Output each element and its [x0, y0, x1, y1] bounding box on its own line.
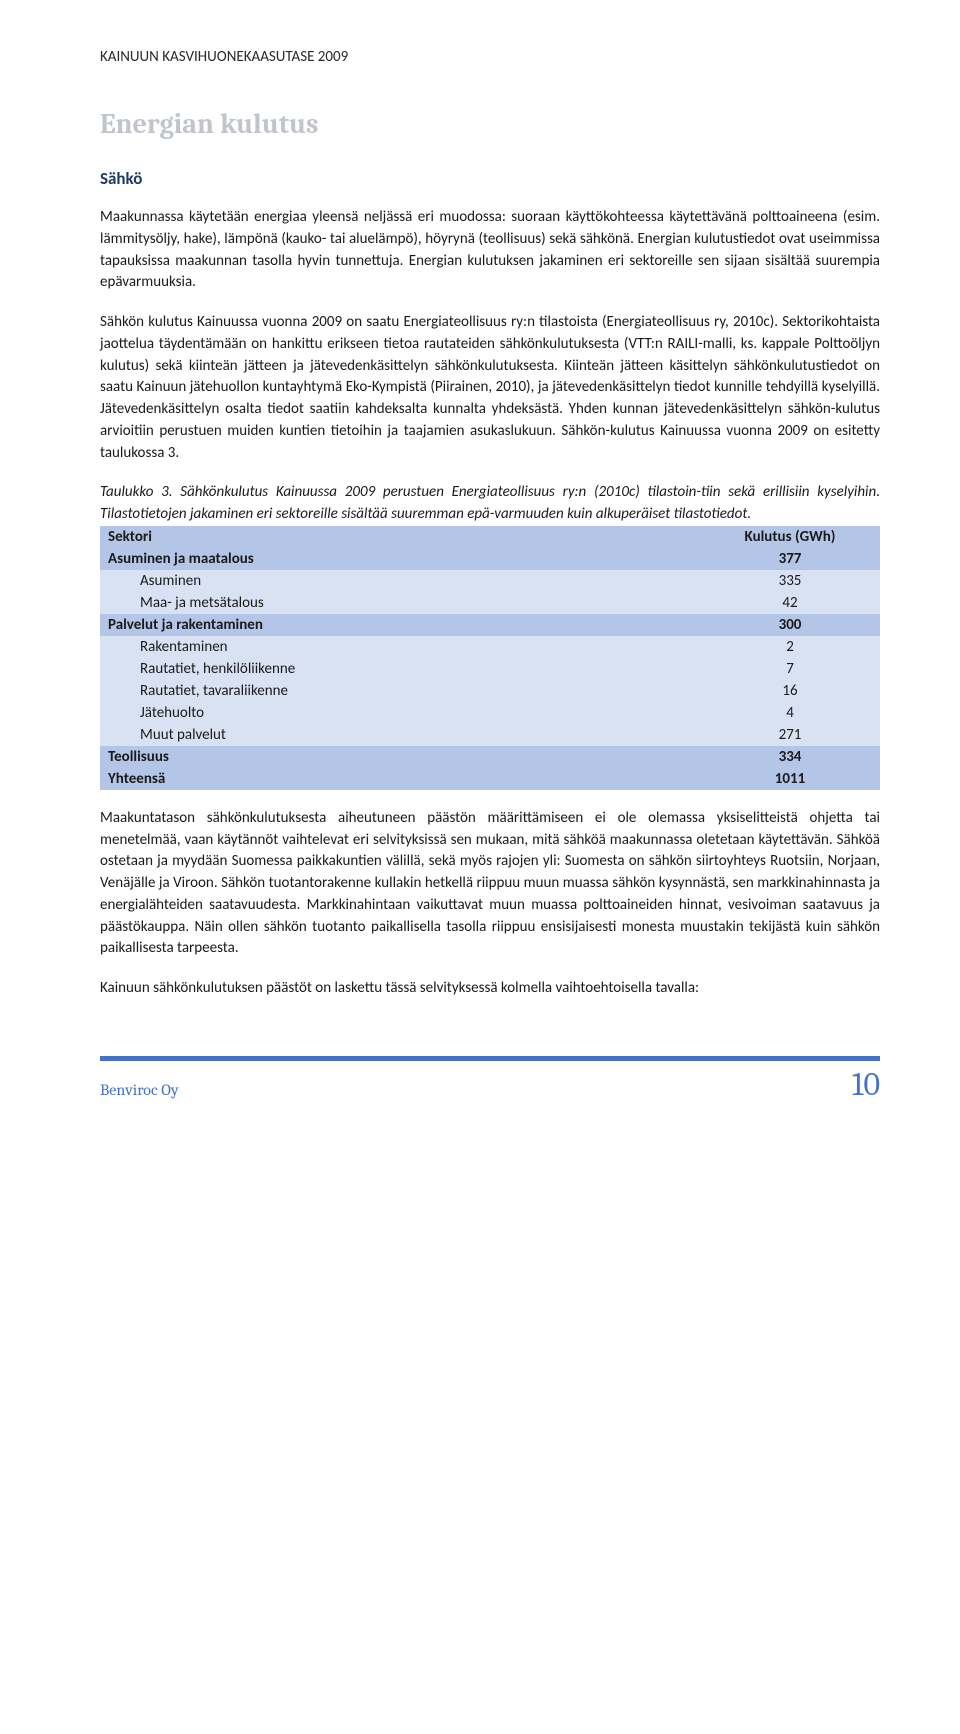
footer-divider [100, 1056, 880, 1061]
table-row: Asuminen 335 [100, 570, 880, 592]
table-row: Rautatiet, tavaraliikenne 16 [100, 680, 880, 702]
col-header-sector: Sektori [100, 526, 700, 548]
cell-label: Rakentaminen [100, 636, 700, 658]
cell-value: 42 [700, 592, 880, 614]
footer-page-number: 10 [852, 1066, 880, 1103]
table-row: Asuminen ja maatalous 377 [100, 548, 880, 570]
table-row: Palvelut ja rakentaminen 300 [100, 614, 880, 636]
cell-value: 300 [700, 614, 880, 636]
table-row: Muut palvelut 271 [100, 724, 880, 746]
paragraph-body-5: Kainuun sähkönkulutuksen päästöt on lask… [100, 978, 880, 1000]
page-header: KAINUUN KASVIHUONEKAASUTASE 2009 [100, 48, 880, 66]
cell-value: 7 [700, 658, 880, 680]
paragraph-intro-2: Sähkön kulutus Kainuussa vuonna 2009 on … [100, 312, 880, 464]
table-caption: Taulukko 3. Sähkönkulutus Kainuussa 2009… [100, 482, 880, 526]
table-row: Jätehuolto 4 [100, 702, 880, 724]
table-row: Teollisuus 334 [100, 746, 880, 768]
table-header-row: Sektori Kulutus (GWh) [100, 526, 880, 548]
cell-label: Maa- ja metsätalous [100, 592, 700, 614]
cell-value: 4 [700, 702, 880, 724]
cell-label: Rautatiet, henkilöliikenne [100, 658, 700, 680]
cell-value: 2 [700, 636, 880, 658]
cell-value: 271 [700, 724, 880, 746]
cell-label: Jätehuolto [100, 702, 700, 724]
cell-value: 334 [700, 746, 880, 768]
consumption-table: Sektori Kulutus (GWh) Asuminen ja maatal… [100, 526, 880, 790]
sub-heading: Sähkö [100, 168, 880, 189]
cell-label: Yhteensä [100, 768, 700, 790]
paragraph-body-4: Maakuntatason sähkönkulutuksesta aiheutu… [100, 808, 880, 960]
cell-label: Palvelut ja rakentaminen [100, 614, 700, 636]
cell-label: Teollisuus [100, 746, 700, 768]
cell-value: 1011 [700, 768, 880, 790]
table-row: Maa- ja metsätalous 42 [100, 592, 880, 614]
header-title: KAINUUN KASVIHUONEKAASUTASE 2009 [100, 48, 348, 66]
footer-company: Benviroc Oy [100, 1081, 179, 1099]
page-footer: Benviroc Oy 10 [100, 1052, 880, 1103]
table-row: Rakentaminen 2 [100, 636, 880, 658]
cell-value: 335 [700, 570, 880, 592]
cell-value: 16 [700, 680, 880, 702]
cell-label: Rautatiet, tavaraliikenne [100, 680, 700, 702]
table-row-total: Yhteensä 1011 [100, 768, 880, 790]
paragraph-intro-1: Maakunnassa käytetään energiaa yleensä n… [100, 207, 880, 294]
col-header-value: Kulutus (GWh) [700, 526, 880, 548]
cell-value: 377 [700, 548, 880, 570]
section-heading: Energian kulutus [100, 108, 880, 140]
cell-label: Asuminen [100, 570, 700, 592]
cell-label: Asuminen ja maatalous [100, 548, 700, 570]
cell-label: Muut palvelut [100, 724, 700, 746]
table-row: Rautatiet, henkilöliikenne 7 [100, 658, 880, 680]
